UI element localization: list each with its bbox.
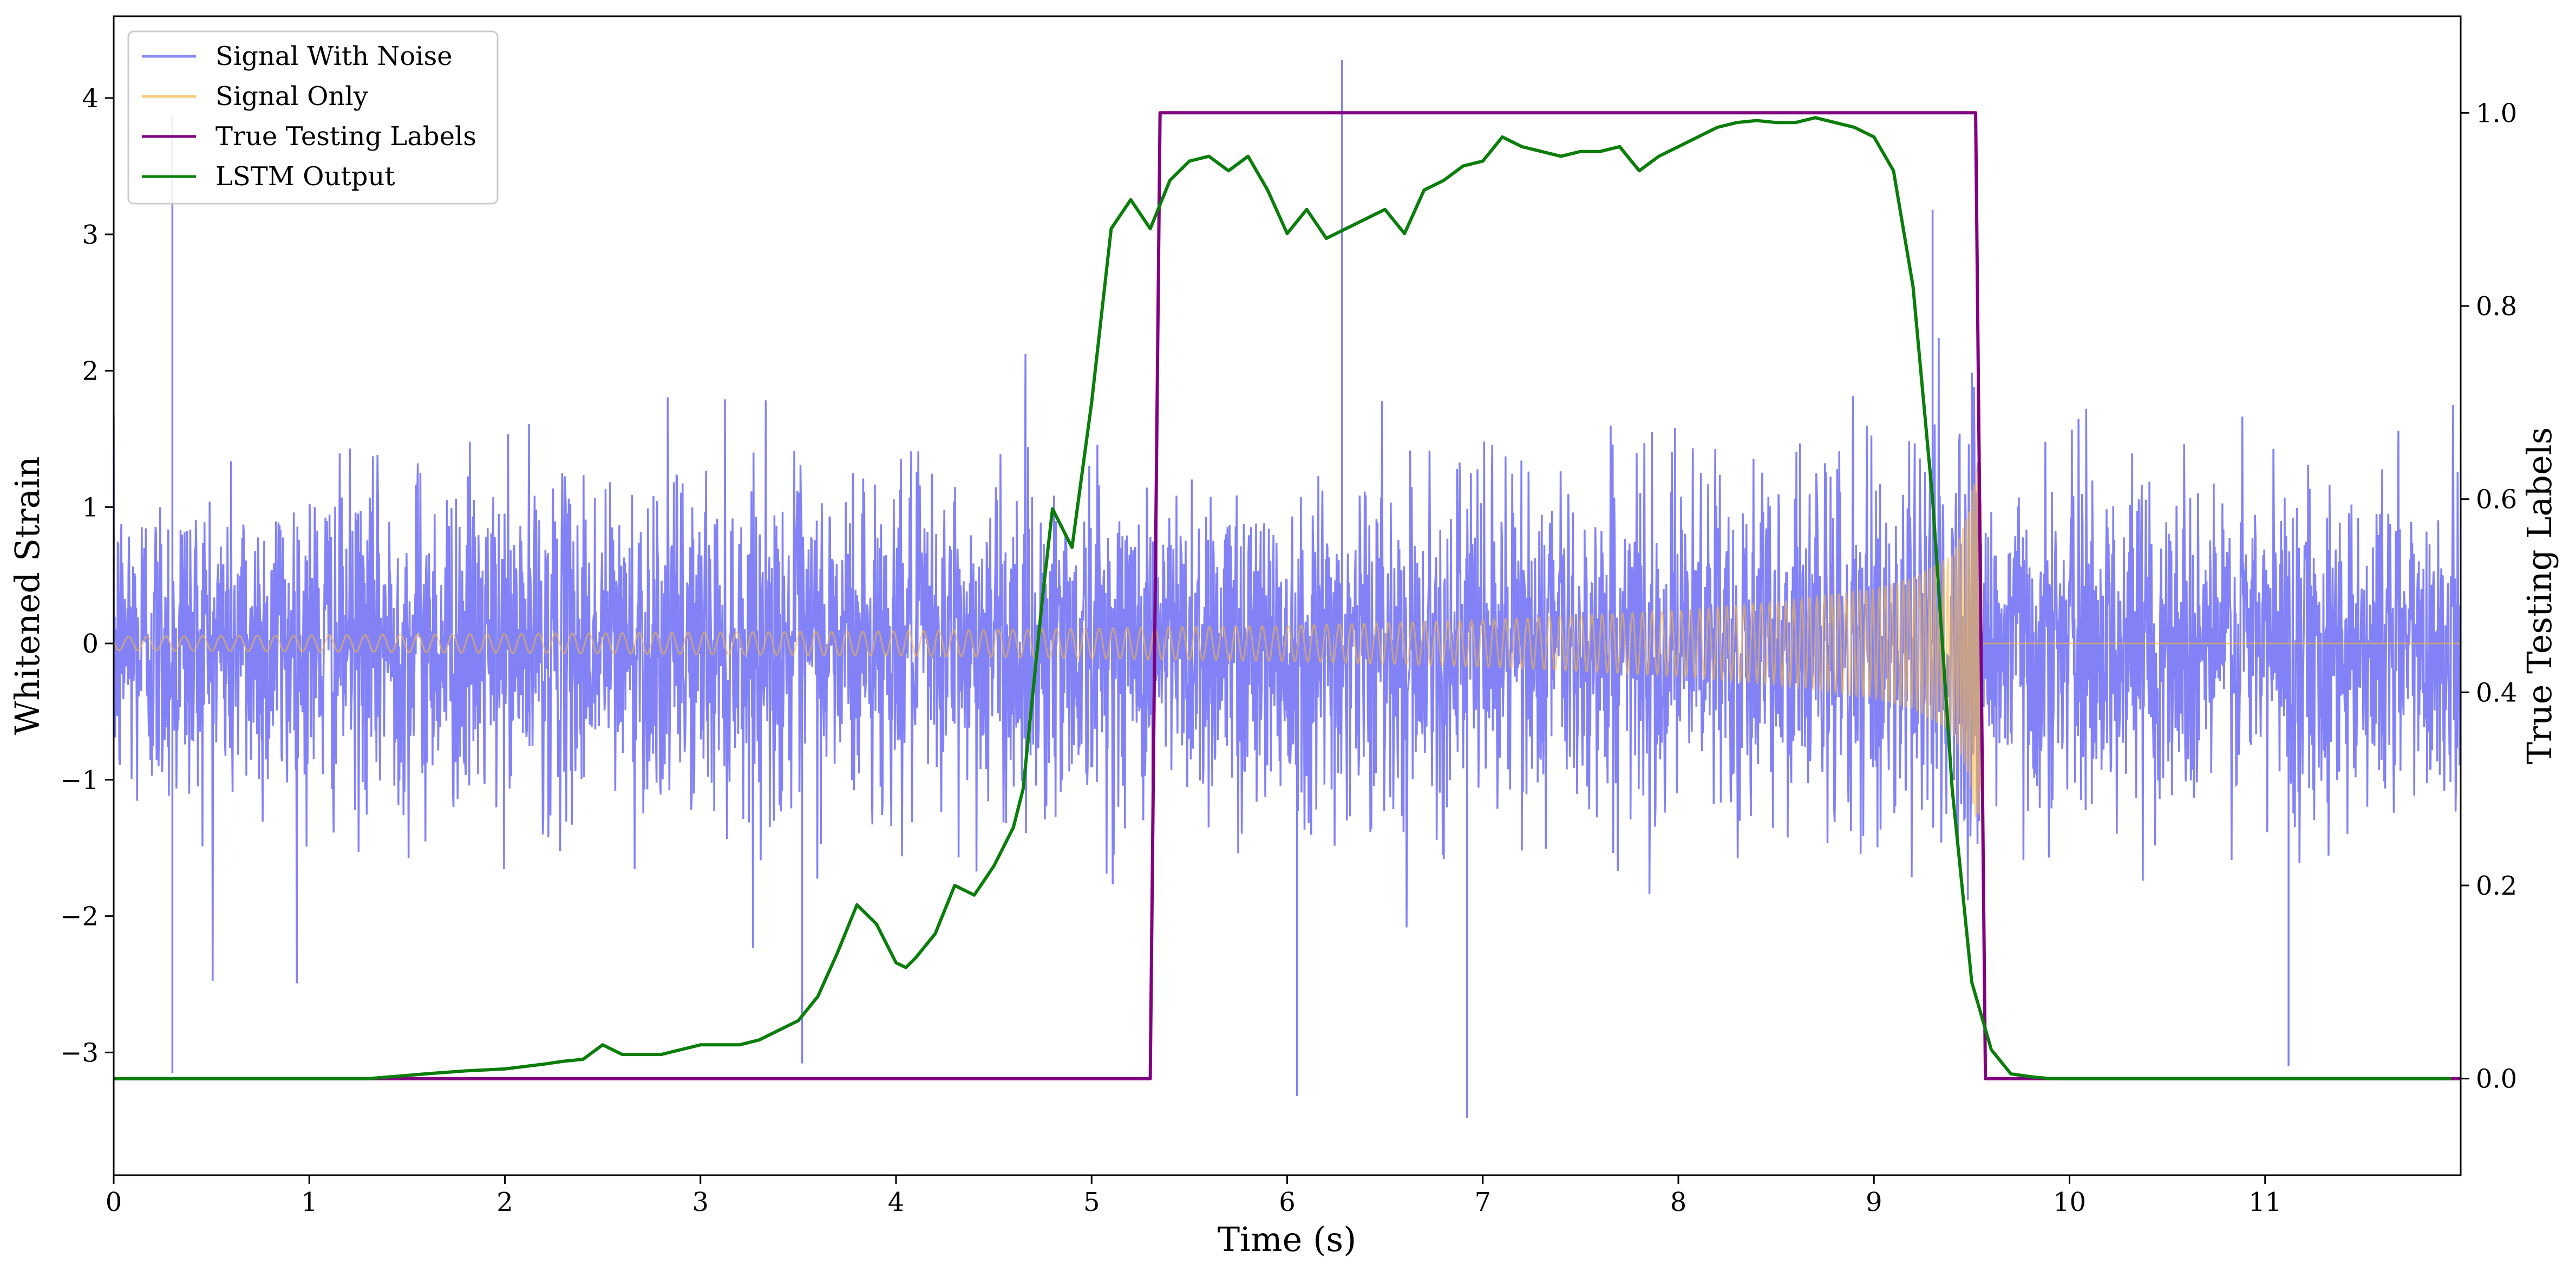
legend-label-signal-with-noise: Signal With Noise [215,41,453,71]
x-tick-label: 2 [496,1187,513,1217]
x-tick-label: 10 [2053,1187,2086,1217]
y-left-tick-label: 1 [82,492,99,523]
y-right-tick-label: 0.4 [2476,677,2517,708]
x-tick-label: 7 [1474,1187,1491,1217]
y-left-tick-label: −1 [60,765,99,796]
axis-layer: 0 1 2 3 4 5 6 7 8 9 10 11 −3 −2 −1 0 1 2 3 4 0.0 0.2 0.4 0.6 0.8… [60,83,2517,1217]
series-layer [114,60,2461,1118]
series-line-signal-only [114,466,2461,818]
x-tick-label: 6 [1279,1187,1296,1217]
y-left-tick-label: 0 [82,629,99,659]
legend-label-signal-only: Signal Only [215,81,368,112]
x-tick-label: 11 [2248,1187,2281,1217]
x-tick-label: 5 [1083,1187,1100,1217]
y-left-tick-label: 4 [82,83,99,114]
y-right-tick-label: 1.0 [2476,98,2517,128]
x-tick-label: 3 [692,1187,709,1217]
y-right-tick-label: 0.2 [2476,871,2517,901]
series-line-lstm-output [114,116,2451,1080]
x-tick-label: 0 [106,1187,122,1217]
legend-label-true-testing-labels: True Testing Labels [215,121,476,152]
y-left-tick-label: 3 [82,220,99,250]
y-left-tick-label: −2 [60,902,99,932]
legend-frame [127,30,499,205]
x-tick-label: 4 [888,1187,905,1217]
y-left-tick-label: −3 [60,1038,99,1068]
x-axis-title: Time (s) [1218,1220,1357,1259]
legend: Signal With Noise Signal Only True Testi… [127,30,499,205]
y-right-tick-label: 0.6 [2476,485,2517,515]
series-line-signal-with-noise [114,60,2461,1118]
y-right-tick-label: 0.8 [2476,291,2517,322]
y-axis-title-right: True Testing Labels [2520,427,2559,765]
y-axis-title-left: Whitened Strain [8,457,47,735]
x-tick-label: 8 [1670,1187,1687,1217]
x-tick-label: 9 [1866,1187,1882,1217]
x-tick-label: 1 [301,1187,318,1217]
legend-label-lstm-output: LSTM Output [215,161,395,192]
y-left-tick-label: 2 [82,356,99,387]
y-right-tick-label: 0.0 [2476,1064,2517,1094]
